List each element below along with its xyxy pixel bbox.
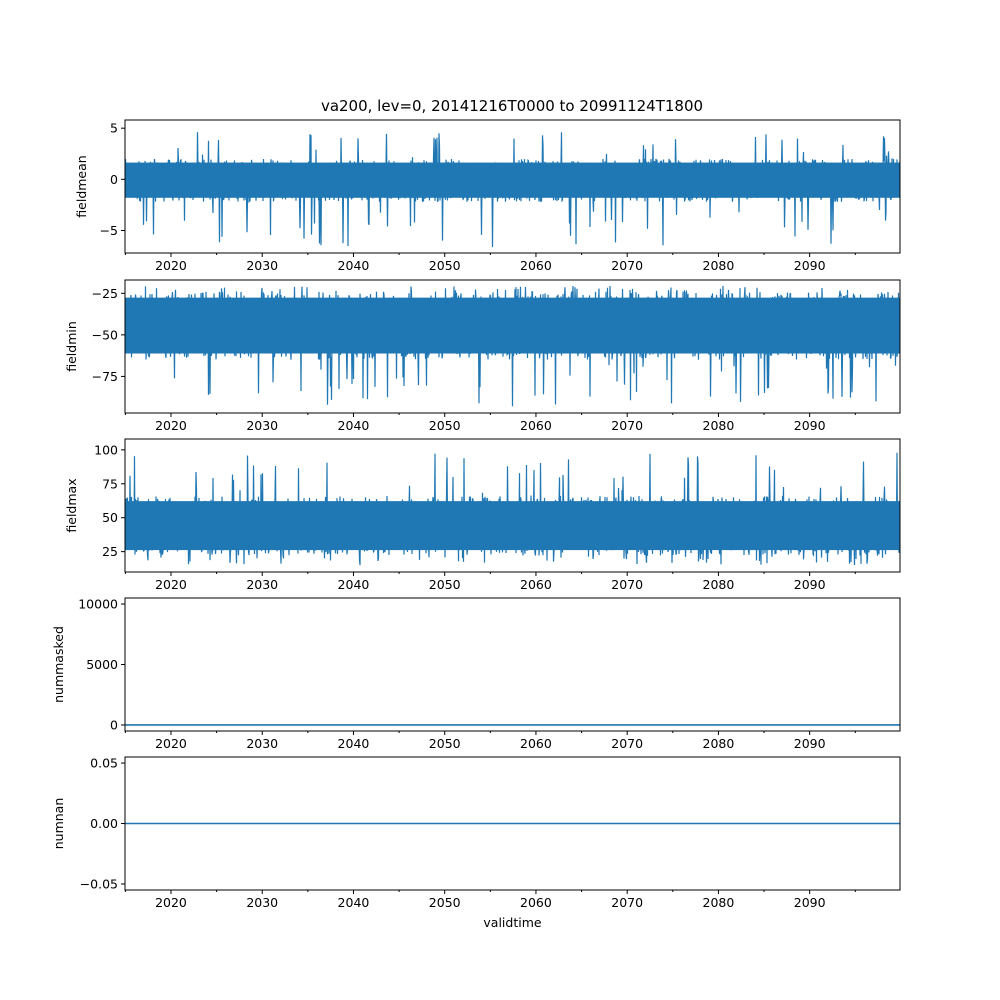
x-tick-label: 2020 — [155, 258, 187, 273]
x-tick-label: 2030 — [246, 895, 278, 910]
y-tick-label: 5000 — [86, 657, 118, 672]
y-axis-label: nummasked — [51, 626, 66, 703]
x-tick-label: 2020 — [155, 577, 187, 592]
x-tick-label: 2040 — [338, 258, 370, 273]
x-tick-label: 2050 — [429, 736, 461, 751]
x-tick-label: 2040 — [338, 577, 370, 592]
panel-nummasked: 10000 5000 0 2020 2030 2040 2050 2060 2070 2080 20… — [51, 597, 901, 751]
x-tick-label: 2050 — [429, 577, 461, 592]
y-tick-label: 0.00 — [90, 816, 118, 831]
y-tick-label: −50 — [92, 327, 118, 342]
x-tick-label: 2020 — [155, 736, 187, 751]
x-tick-label: 2050 — [429, 418, 461, 433]
x-tick-label: 2090 — [794, 418, 826, 433]
panel-numnan: 0.05 0.00 −0.05 2020 2030 2040 2050 2060 2070 208… — [51, 756, 901, 930]
y-tick-label: 5 — [110, 121, 118, 136]
y-tick-label: −75 — [92, 369, 118, 384]
x-tick-label: 2090 — [794, 258, 826, 273]
x-tick-label: 2020 — [155, 418, 187, 433]
x-tick-label: 2080 — [703, 736, 735, 751]
x-tick-label: 2090 — [794, 736, 826, 751]
x-tick-label: 2070 — [611, 577, 643, 592]
x-tick-label: 2080 — [703, 258, 735, 273]
y-axis-label: fieldmean — [74, 155, 89, 217]
x-tick-label: 2070 — [611, 418, 643, 433]
panel-fieldmean: 5 0 −5 2020 2030 2040 2050 2060 2070 2080 2090 fiel… — [74, 119, 901, 273]
y-tick-label: 100 — [94, 442, 118, 457]
y-tick-label: −25 — [92, 286, 118, 301]
panel-fieldmin: −25 −50 −75 2020 2030 2040 2050 2060 2070 2080 209… — [64, 279, 901, 433]
x-tick-label: 2060 — [520, 258, 552, 273]
x-tick-label: 2040 — [338, 418, 370, 433]
y-tick-label: 0 — [110, 717, 118, 732]
x-tick-label: 2090 — [794, 577, 826, 592]
x-tick-label: 2060 — [520, 736, 552, 751]
y-axis-label: fieldmax — [64, 478, 79, 532]
x-tick-label: 2020 — [155, 895, 187, 910]
x-tick-label: 2060 — [520, 577, 552, 592]
y-tick-label: 10000 — [78, 597, 118, 612]
x-tick-label: 2060 — [520, 418, 552, 433]
x-tick-label: 2070 — [611, 258, 643, 273]
x-tick-label: 2030 — [246, 736, 278, 751]
x-tick-label: 2080 — [703, 577, 735, 592]
x-tick-label: 2030 — [246, 577, 278, 592]
series-band-fieldmax — [125, 501, 900, 551]
x-tick-label: 2030 — [246, 258, 278, 273]
x-axis-label: validtime — [483, 915, 541, 930]
x-tick-label: 2080 — [703, 895, 735, 910]
axes-frame — [124, 597, 901, 732]
axes-frame — [124, 119, 901, 254]
x-tick-label: 2030 — [246, 418, 278, 433]
y-tick-label: 0 — [110, 172, 118, 187]
y-axis-label: fieldmin — [64, 321, 79, 372]
y-tick-label: −0.05 — [80, 876, 118, 891]
y-tick-label: 75 — [102, 476, 118, 491]
y-tick-label: 25 — [102, 544, 118, 559]
x-tick-label: 2080 — [703, 418, 735, 433]
y-tick-label: −5 — [100, 223, 118, 238]
y-tick-label: 50 — [102, 510, 118, 525]
axes-frame — [124, 279, 901, 414]
x-tick-label: 2050 — [429, 258, 461, 273]
x-tick-label: 2070 — [611, 895, 643, 910]
x-tick-label: 2090 — [794, 895, 826, 910]
x-tick-label: 2050 — [429, 895, 461, 910]
series-band-fieldmin — [125, 297, 900, 354]
figure-title: va200, lev=0, 20141216T0000 to 20991124T… — [321, 97, 703, 115]
x-tick-label: 2060 — [520, 895, 552, 910]
panel-fieldmax: 100 75 50 25 2020 2030 2040 2050 2060 2070 2080 209… — [64, 438, 901, 592]
axes-frame — [124, 438, 901, 573]
series-band-fieldmean — [125, 162, 900, 198]
x-tick-label: 2070 — [611, 736, 643, 751]
x-tick-label: 2040 — [338, 736, 370, 751]
x-tick-label: 2040 — [338, 895, 370, 910]
y-axis-label: numnan — [51, 798, 66, 850]
y-tick-label: 0.05 — [90, 756, 118, 771]
